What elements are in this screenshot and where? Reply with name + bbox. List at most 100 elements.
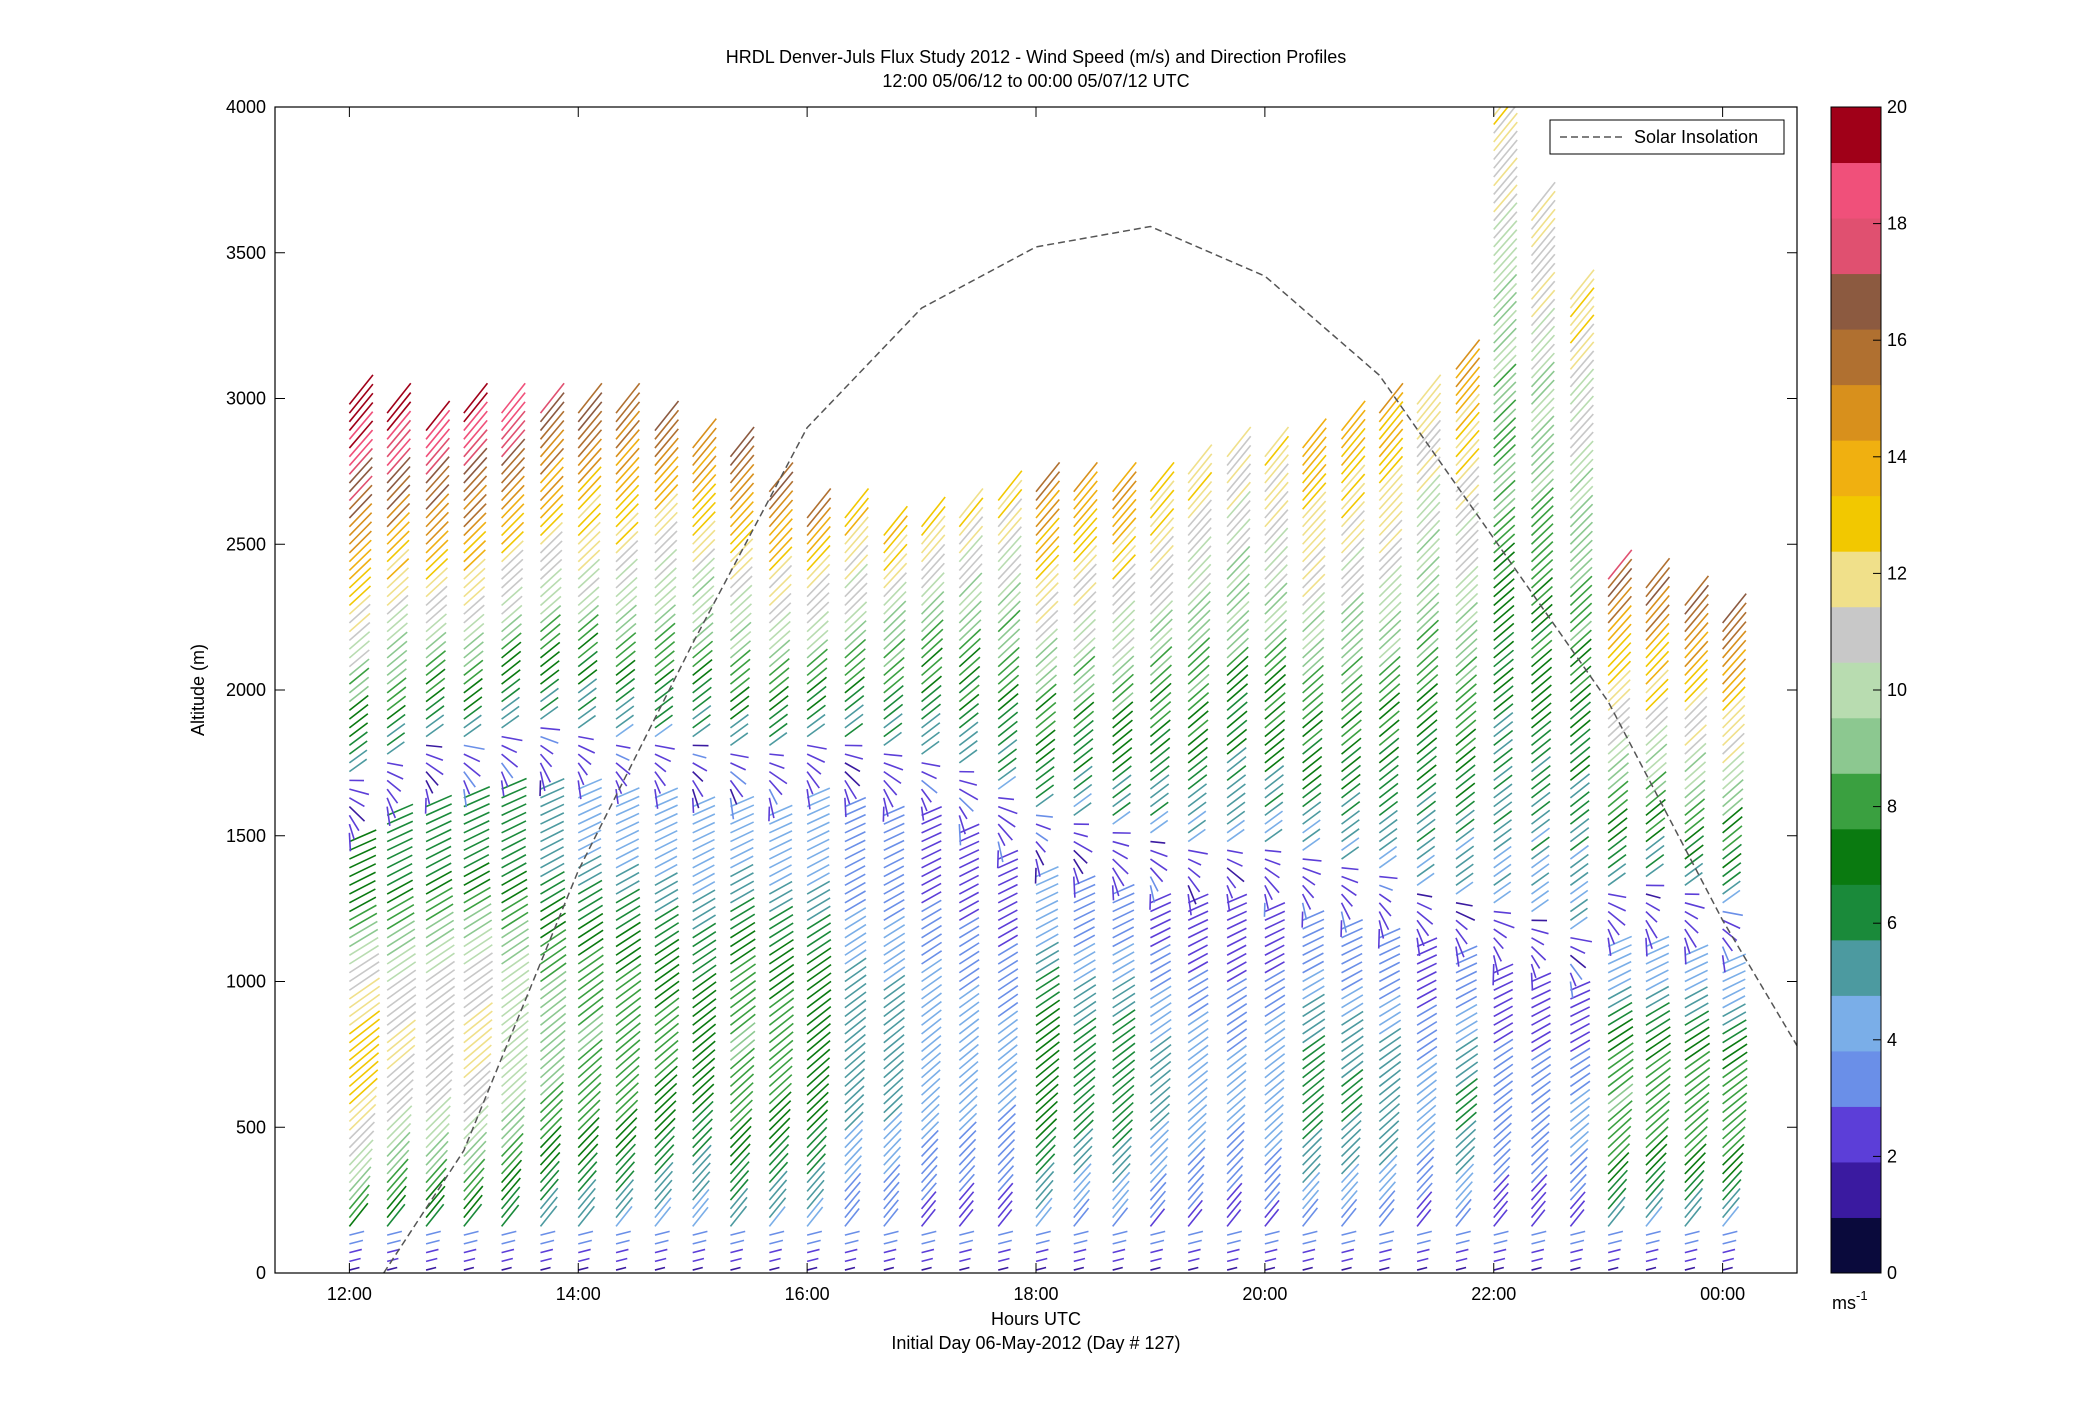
wind-barb xyxy=(1378,1086,1401,1105)
wind-barb xyxy=(1493,211,1518,239)
wind-barb xyxy=(1684,714,1708,738)
wind-barb xyxy=(1493,1239,1508,1245)
wind-barb xyxy=(463,466,488,493)
wind-barb xyxy=(1264,509,1289,537)
wind-barb xyxy=(1722,1230,1738,1236)
wind-barb xyxy=(1112,1136,1133,1157)
wind-barb xyxy=(883,915,905,930)
wind-barb xyxy=(1302,1154,1322,1175)
wind-barb xyxy=(425,936,455,956)
wind-barb xyxy=(1531,854,1550,869)
wind-barb xyxy=(577,863,602,878)
wind-barb xyxy=(844,788,851,805)
wind-barb xyxy=(1112,1119,1134,1140)
wind-barb xyxy=(1416,1191,1433,1210)
wind-barb xyxy=(386,812,414,825)
wind-barb xyxy=(1378,911,1390,931)
wind-barb xyxy=(463,1113,489,1140)
wind-barb xyxy=(348,1077,378,1105)
wind-barb xyxy=(1645,557,1671,589)
wind-barb xyxy=(1531,881,1550,895)
wind-barb xyxy=(1149,1112,1170,1131)
wind-barb xyxy=(1530,657,1553,677)
wind-barb xyxy=(883,1199,899,1219)
wind-barb xyxy=(769,830,793,843)
wind-barb xyxy=(844,949,867,965)
wind-barb xyxy=(996,850,1000,869)
wind-barb xyxy=(1455,538,1479,563)
wind-barb xyxy=(1112,951,1135,965)
wind-barb xyxy=(425,1167,447,1192)
wind-barb xyxy=(1111,885,1115,901)
wind-barb xyxy=(806,963,832,983)
wind-barb xyxy=(1416,501,1441,528)
wind-barb xyxy=(1264,902,1286,913)
wind-barb xyxy=(1569,737,1591,755)
wind-barb xyxy=(1302,858,1322,862)
wind-barb xyxy=(1607,985,1632,1000)
wind-barb xyxy=(348,814,360,832)
wind-barb xyxy=(1607,549,1633,580)
wind-barb xyxy=(425,1061,454,1088)
wind-barb xyxy=(539,568,563,589)
wind-barb xyxy=(386,895,414,913)
wind-barb xyxy=(1569,404,1594,432)
wind-barb xyxy=(1112,1084,1135,1105)
wind-barb xyxy=(615,1073,640,1096)
wind-barb xyxy=(1073,600,1097,624)
wind-barb xyxy=(348,383,374,414)
wind-barb xyxy=(425,400,451,432)
wind-barb xyxy=(425,803,452,817)
wind-barb xyxy=(654,437,679,467)
wind-barb xyxy=(1607,706,1631,729)
wind-barb xyxy=(997,757,1017,773)
wind-barb xyxy=(1226,1078,1247,1096)
wind-barb xyxy=(1722,611,1747,641)
wind-barb xyxy=(1416,1239,1431,1245)
wind-barb xyxy=(615,456,640,484)
wind-barb xyxy=(577,586,600,607)
wind-barb xyxy=(1187,481,1213,510)
wind-barb xyxy=(1378,574,1402,598)
wind-barb xyxy=(386,567,410,589)
wind-barb xyxy=(386,382,412,414)
wind-barb xyxy=(1187,471,1213,502)
wind-barb xyxy=(1112,728,1133,747)
wind-barb xyxy=(1341,764,1361,781)
wind-barb xyxy=(615,484,640,510)
wind-barb xyxy=(577,696,597,712)
wind-barb xyxy=(958,1208,974,1227)
wind-barb xyxy=(1569,512,1594,537)
wind-barb xyxy=(920,553,946,580)
wind-barb xyxy=(386,944,416,965)
wind-barb xyxy=(577,678,598,694)
wind-barb xyxy=(1150,1257,1162,1263)
wind-barb xyxy=(501,994,530,1018)
wind-barb xyxy=(1035,1100,1058,1123)
wind-barb xyxy=(1264,628,1287,650)
wind-barb xyxy=(997,823,1013,841)
wind-barb xyxy=(730,1239,745,1245)
wind-barb xyxy=(1341,728,1362,747)
wind-barb xyxy=(958,656,981,677)
wind-barb xyxy=(768,685,789,703)
wind-barb xyxy=(386,1158,409,1184)
wind-barb xyxy=(386,704,406,720)
wind-barb xyxy=(1722,834,1743,851)
wind-barb xyxy=(1073,1189,1091,1210)
wind-barb xyxy=(654,723,673,738)
wind-barb xyxy=(1340,400,1366,432)
x-axis-label: Hours UTC xyxy=(991,1309,1081,1329)
wind-barb xyxy=(348,1112,376,1140)
wind-barb xyxy=(883,882,905,895)
wind-barb xyxy=(1112,1101,1134,1123)
wind-barb xyxy=(1264,977,1286,991)
wind-barb xyxy=(1187,746,1208,764)
wind-barb xyxy=(1226,1257,1239,1263)
wind-barb xyxy=(844,1230,860,1236)
wind-barb xyxy=(1531,1022,1551,1035)
wind-barb xyxy=(463,677,483,694)
wind-barb xyxy=(1531,720,1552,738)
wind-barb xyxy=(386,829,413,843)
